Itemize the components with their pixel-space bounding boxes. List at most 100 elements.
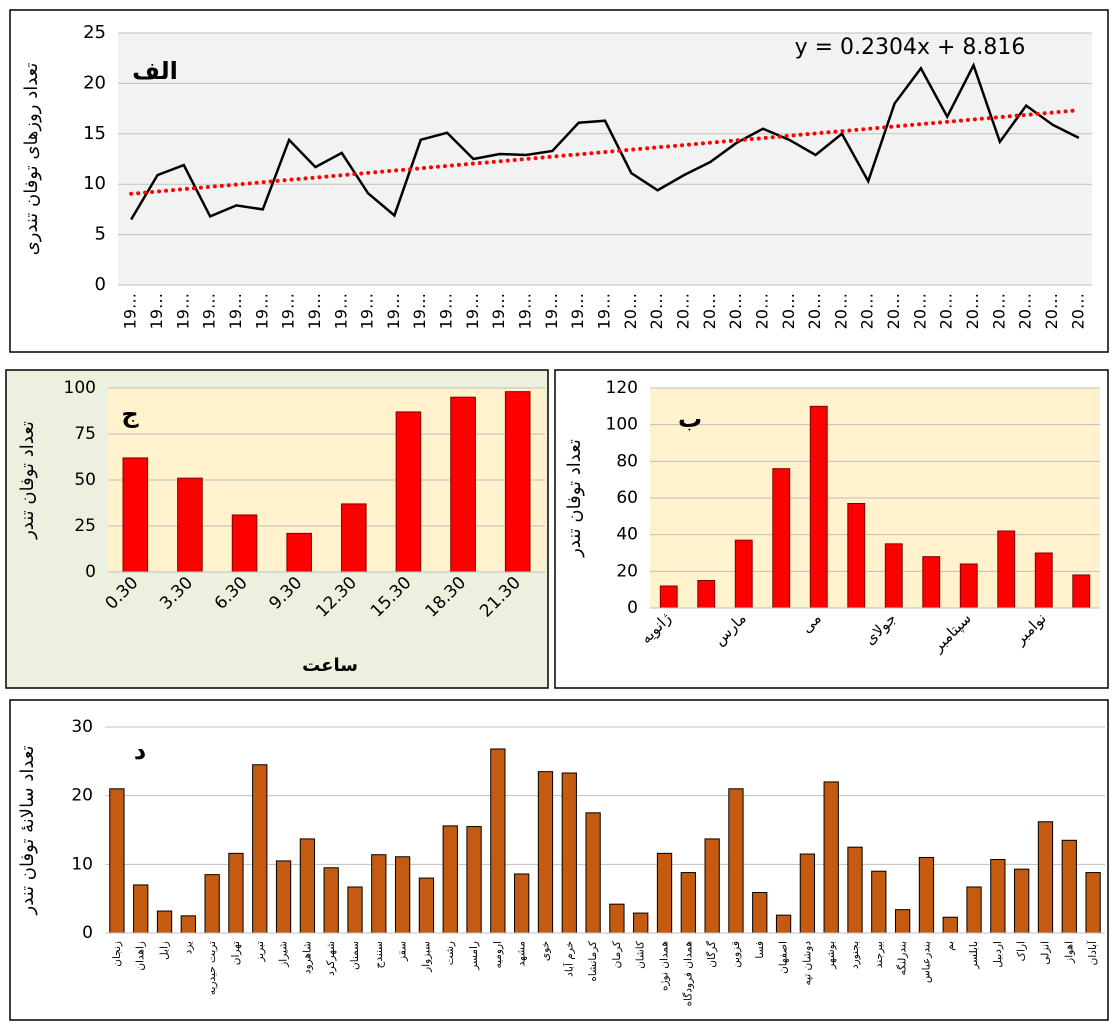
x-tick-label: 20…: [831, 293, 850, 329]
y-tick-label: 100: [606, 415, 638, 435]
trendline: [129, 108, 1081, 196]
bar: [884, 543, 903, 609]
bar: [585, 812, 601, 934]
y-tick-label: 10: [71, 854, 93, 874]
x-tick-label: ارومیه: [492, 941, 504, 968]
x-tick-label: 20…: [1016, 293, 1035, 329]
bar: [728, 788, 744, 934]
bar: [109, 788, 125, 934]
chart-title: ج: [121, 400, 139, 428]
chart-title: الف: [132, 57, 178, 85]
x-tick-label: سمنان: [349, 941, 361, 970]
bar: [122, 457, 149, 573]
x-tick-label: 19…: [542, 293, 561, 329]
x-tick-label: 19…: [410, 293, 429, 329]
x-tick-label: 19…: [121, 293, 140, 329]
x-tick-label: 20…: [621, 293, 640, 329]
y-axis-label: تعداد روزهای توفان تندری: [21, 63, 42, 256]
bar: [775, 914, 792, 934]
bar: [997, 530, 1016, 609]
x-tick-label: همدان فرودگاه: [681, 941, 694, 1006]
bar: [1061, 839, 1077, 934]
y-tick-label: 80: [616, 451, 638, 471]
y-tick-label: 75: [74, 424, 96, 444]
x-tick-label: خرم آباد: [562, 941, 575, 977]
bar: [418, 877, 435, 934]
bar: [537, 771, 554, 934]
y-tick-label: 0: [627, 598, 638, 618]
x-tick-label: 20…: [700, 293, 719, 329]
x-tick-label: 20…: [963, 293, 982, 329]
x-tick-label: مشهد: [516, 941, 528, 966]
y-axis-label: تعداد سالانهٔ توفان تندر: [17, 745, 38, 915]
x-tick-label: آبادان: [1086, 940, 1099, 965]
bar: [1014, 868, 1030, 934]
x-tick-label: انزلی: [1039, 941, 1051, 965]
x-tick-label: 19…: [252, 293, 271, 329]
plot-area: [118, 33, 1092, 285]
x-tick-label: 20…: [647, 293, 666, 329]
bar: [894, 909, 911, 934]
x-tick-label: بوشهر: [825, 941, 837, 970]
x-tick-label: 20…: [752, 293, 771, 329]
x-tick-label: 19…: [384, 293, 403, 329]
bar: [847, 846, 863, 934]
bar: [323, 867, 339, 934]
x-tick-label: 20…: [1068, 293, 1087, 329]
bar: [371, 854, 387, 934]
y-tick-label: 5: [95, 224, 106, 245]
bar: [823, 781, 839, 934]
bar: [490, 748, 506, 934]
bar: [752, 891, 768, 934]
bar: [341, 503, 367, 573]
y-tick-label: 100: [64, 378, 96, 398]
bar: [231, 514, 258, 573]
x-tick-label: رامسر: [468, 941, 480, 971]
x-tick-label: 19…: [200, 293, 219, 329]
x-tick-label: کرمانشاه: [587, 941, 599, 982]
x-tick-label: 20…: [779, 293, 798, 329]
x-tick-label: سبزوار: [420, 941, 432, 973]
y-tick-label: 0: [85, 562, 96, 582]
y-tick-label: 25: [74, 516, 96, 536]
x-tick-label: 19…: [226, 293, 245, 329]
y-tick-label: 20: [616, 561, 638, 581]
bar: [799, 853, 816, 934]
x-tick-label: رشت: [444, 941, 456, 965]
x-tick-label: 19…: [147, 293, 166, 329]
x-tick-label: 19…: [279, 293, 298, 329]
bar: [228, 852, 244, 934]
x-tick-label: 20…: [884, 293, 903, 329]
y-tick-label: 30: [71, 717, 93, 737]
x-tick-label: سقز: [397, 941, 409, 962]
bar: [504, 391, 531, 573]
bar: [847, 503, 866, 609]
bar: [561, 772, 577, 934]
bar: [942, 916, 958, 934]
x-tick-label: زابل: [159, 941, 171, 960]
bar: [275, 860, 292, 934]
trendline-equation: y = 0.2304x + 8.816: [795, 35, 1026, 60]
x-tick-label: خوی: [539, 941, 551, 961]
y-tick-label: 20: [83, 72, 106, 93]
x-tick-label: بیرجند: [873, 941, 885, 968]
bar: [395, 411, 422, 573]
bar: [966, 886, 982, 934]
bar: [922, 556, 941, 609]
x-tick-label: بجنورد: [849, 941, 861, 969]
y-tick-label: 40: [616, 525, 638, 545]
bar: [659, 585, 678, 609]
bar: [633, 912, 649, 934]
bar: [809, 405, 828, 609]
bar: [609, 903, 625, 934]
bar: [442, 825, 458, 934]
bar: [871, 870, 887, 934]
x-tick-label: کرمان: [611, 941, 623, 968]
bar: [252, 764, 268, 934]
x-tick-label: بندرلنگه: [896, 941, 909, 975]
x-tick-label: یزد: [182, 941, 194, 954]
bar: [734, 539, 753, 609]
bar: [133, 884, 149, 934]
x-tick-label: اراک: [1016, 941, 1028, 961]
data-line: [130, 62, 1080, 221]
